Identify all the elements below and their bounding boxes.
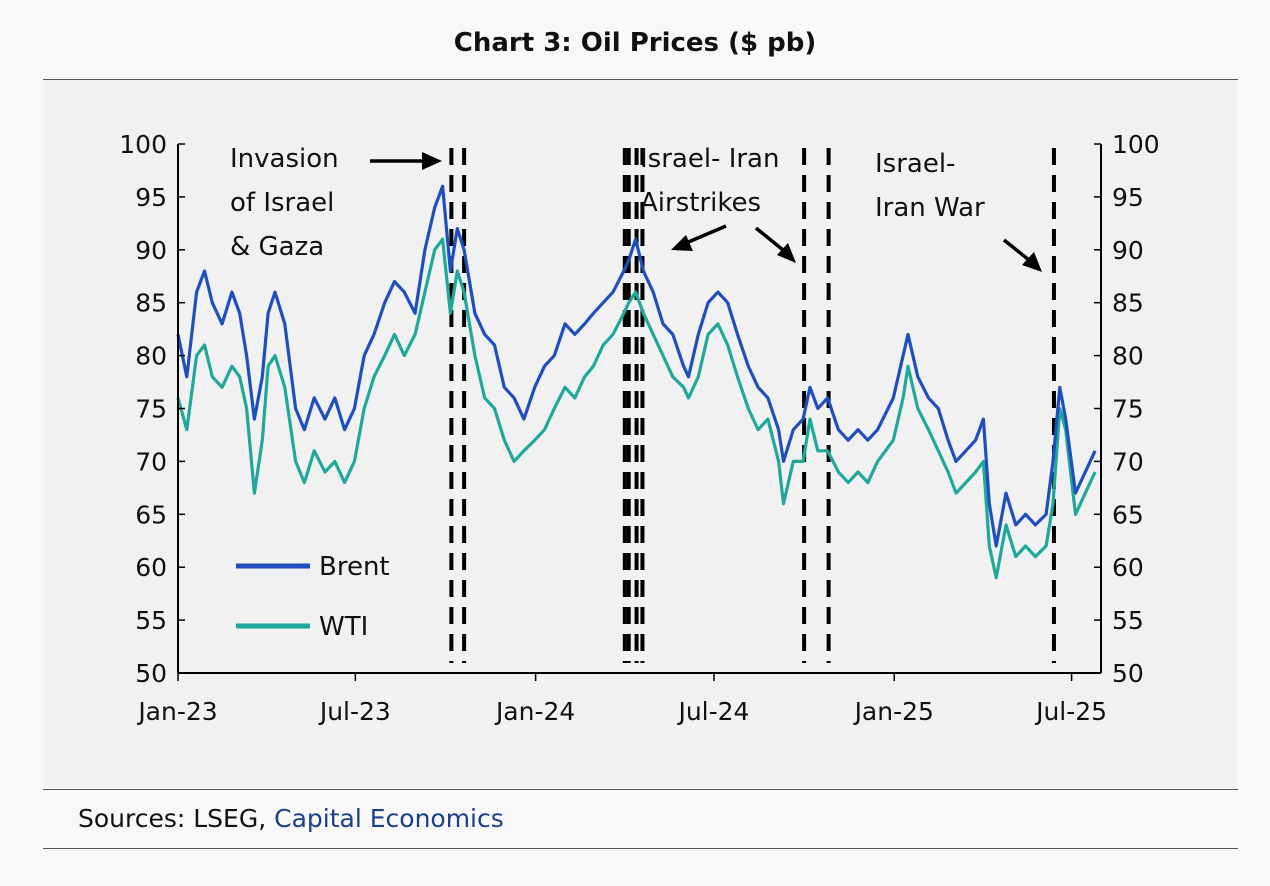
chart-panel: 50 50 55 55 60 60 65 65 70 70 75 75 80 80 85 85 90 90 95 95… (44, 80, 1237, 788)
series-line-brent (176, 184, 1097, 548)
y-tick-label-left: 90 (135, 236, 167, 265)
y-tick-label-right: 85 (1112, 289, 1144, 318)
annotation-text: Airstrikes (640, 188, 761, 218)
annotation-text: Iran War (875, 193, 985, 223)
x-tick-label: Jul-23 (318, 697, 391, 726)
y-tick-label-left: 75 (135, 395, 167, 424)
x-tick-label: Jan-23 (136, 697, 217, 726)
top-rule (43, 79, 1238, 80)
y-tick-label-left: 65 (135, 500, 167, 529)
annotation-text: Invasion (230, 144, 339, 174)
y-tick-label-left: 95 (135, 183, 167, 212)
y-tick-label-right: 50 (1112, 659, 1144, 688)
y-tick-label-right: 100 (1112, 130, 1160, 159)
annotation-text: Israel- Iran (640, 144, 779, 174)
y-tick-label-right: 55 (1112, 606, 1144, 635)
y-tick-label-left: 80 (135, 342, 167, 371)
y-tick-label-left: 60 (135, 553, 167, 582)
y-tick-label-left: 100 (119, 130, 167, 159)
mid-rule (43, 789, 1238, 790)
chart-title: Chart 3: Oil Prices ($ pb) (453, 28, 817, 58)
sources-line: Sources: LSEG, Capital Economics (78, 804, 504, 833)
annotation-arrow (1002, 238, 1031, 262)
y-tick-label-left: 50 (135, 659, 167, 688)
series-line-wti (176, 237, 1097, 580)
bottom-rule (43, 848, 1238, 849)
y-tick-label-left: 55 (135, 606, 167, 635)
legend-label-wti: WTI (319, 612, 368, 642)
annotation-arrow-head (671, 235, 693, 251)
y-tick-label-left: 85 (135, 289, 167, 318)
sources-prefix: Sources: LSEG, (78, 804, 275, 833)
annotation-text: & Gaza (230, 232, 324, 262)
x-tick-label: Jan-25 (853, 697, 934, 726)
y-tick-label-right: 95 (1112, 183, 1144, 212)
x-tick-label: Jan-24 (494, 697, 575, 726)
y-tick-label-right: 90 (1112, 236, 1144, 265)
annotation-arrow-head (1022, 252, 1042, 272)
y-tick-label-right: 65 (1112, 500, 1144, 529)
x-tick-label: Jul-25 (1034, 697, 1107, 726)
annotation-arrow-head (777, 243, 796, 263)
annotation-text: Israel- (875, 149, 955, 179)
y-tick-label-right: 70 (1112, 447, 1144, 476)
legend-label-brent: Brent (319, 552, 390, 582)
y-tick-label-right: 80 (1112, 342, 1144, 371)
annotation-text: of Israel (230, 188, 334, 218)
sources-link[interactable]: Capital Economics (274, 804, 504, 833)
annotation-arrow (685, 224, 727, 245)
x-tick-label: Jul-24 (676, 697, 749, 726)
y-tick-label-right: 75 (1112, 395, 1144, 424)
y-tick-label-left: 70 (135, 447, 167, 476)
oil-price-chart: 50 50 55 55 60 60 65 65 70 70 75 75 80 80 85 85 90 90 95 95… (119, 130, 1160, 726)
annotation-arrow-head (422, 152, 442, 170)
y-tick-label-right: 60 (1112, 553, 1144, 582)
annotation-arrow (754, 226, 785, 252)
